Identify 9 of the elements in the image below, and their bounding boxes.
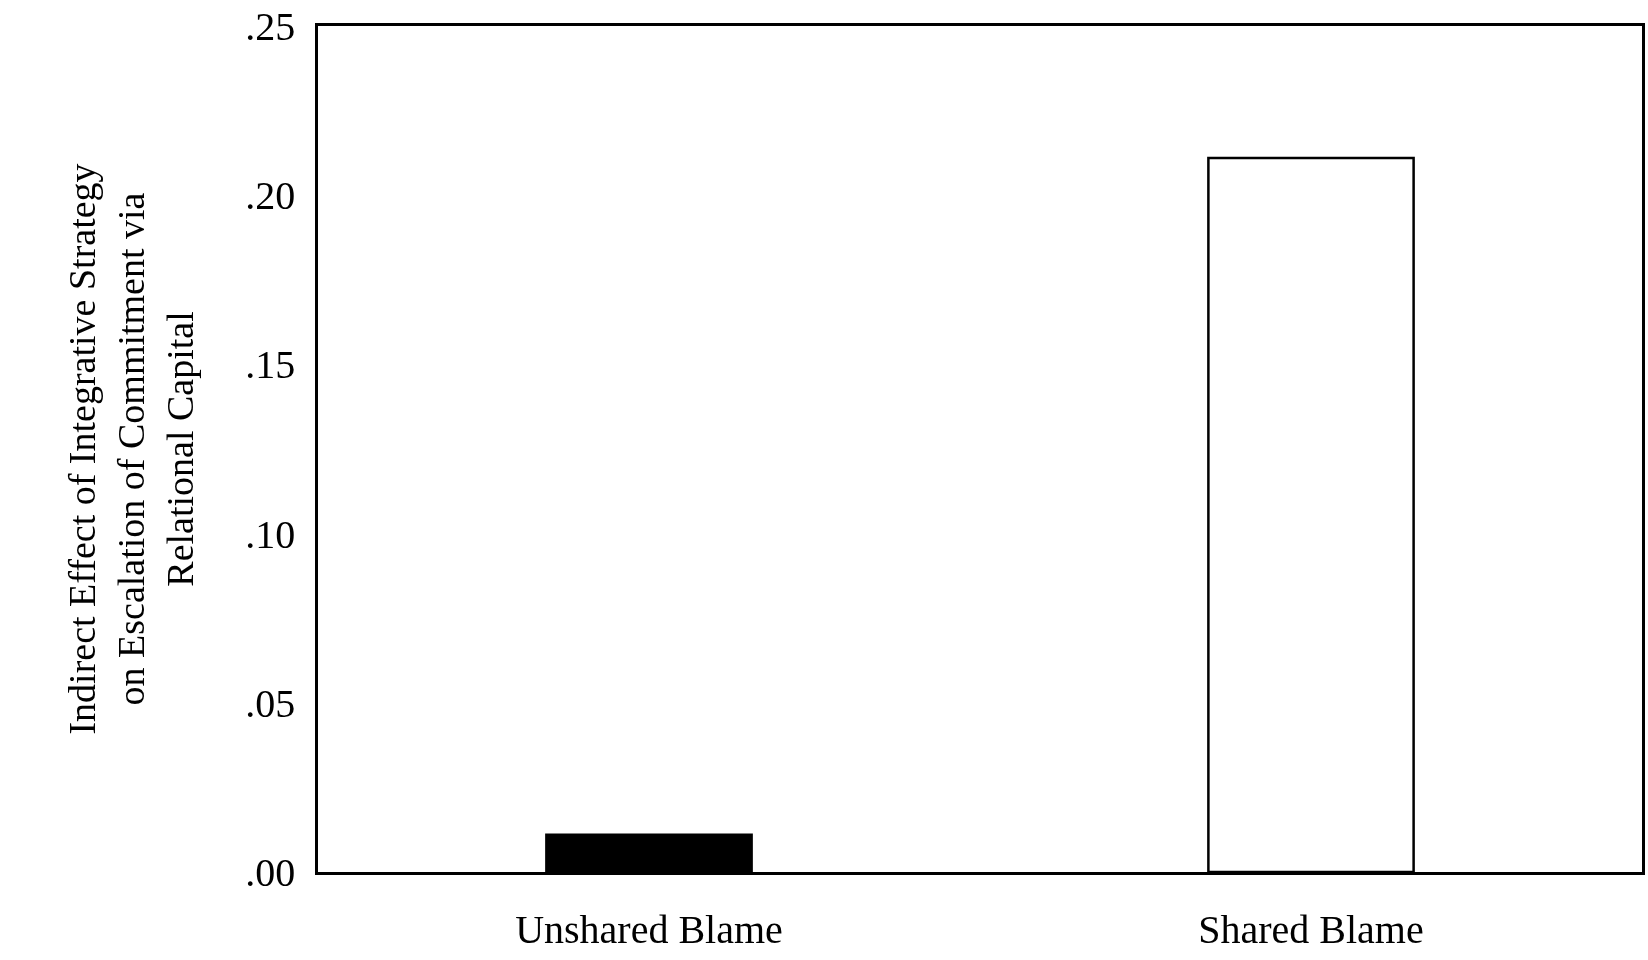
- y-tick-label: .05: [245, 680, 296, 726]
- y-tick-label: .20: [245, 173, 296, 219]
- x-tick-label: Shared Blame: [1198, 906, 1424, 952]
- x-tick-label: Unshared Blame: [515, 906, 783, 952]
- y-tick-label: .25: [245, 4, 296, 49]
- y-tick-label: .00: [245, 850, 296, 895]
- y-tick-label: .10: [245, 511, 296, 557]
- y-axis-title: Indirect Effect of Integrative Strategy on Escalation of Commitment via Relational Capital: [60, 163, 202, 735]
- y-tick-label: .15: [245, 342, 296, 388]
